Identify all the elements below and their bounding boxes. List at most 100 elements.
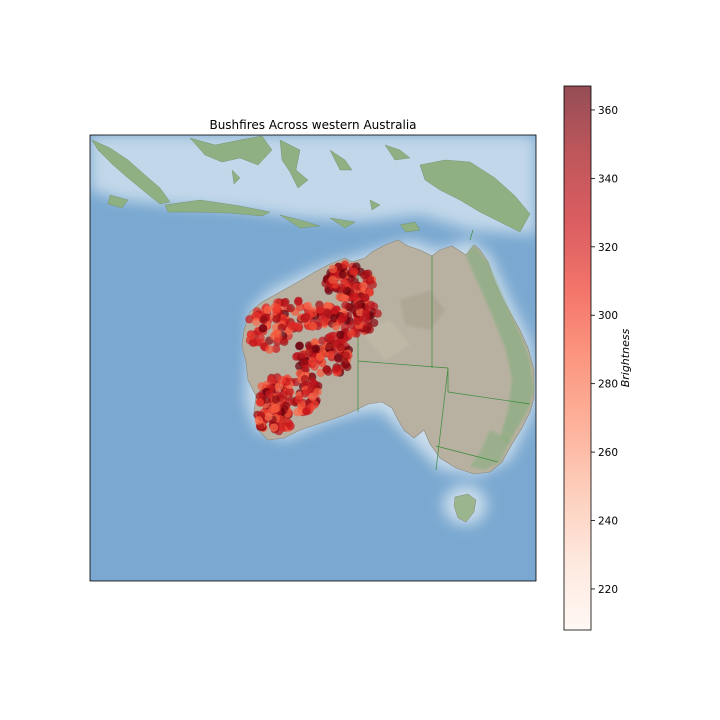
fire-point [368, 280, 377, 289]
fire-point [310, 362, 319, 371]
fire-point [255, 398, 264, 407]
fire-point [279, 390, 288, 399]
fire-point [340, 260, 350, 269]
colorbar-label: Brightness [619, 328, 632, 387]
fire-point [332, 364, 341, 374]
fire-point [334, 353, 343, 362]
fire-point [293, 408, 302, 417]
fire-point [326, 332, 335, 341]
fire-point [349, 267, 359, 276]
fire-point [360, 271, 369, 280]
fire-point [320, 318, 329, 327]
fire-point [336, 343, 345, 352]
fire-point [304, 348, 314, 357]
fire-point [325, 342, 334, 351]
colorbar-tick-label: 240 [598, 516, 618, 528]
tasmania [453, 493, 477, 523]
fire-point [350, 292, 359, 301]
fire-point [336, 330, 345, 340]
fire-point [269, 423, 279, 432]
colorbar-tick-label: 340 [598, 173, 618, 185]
colorbar: 220 240 260 280 300 320 340 360 Brightness [563, 85, 632, 631]
fire-point [311, 344, 321, 353]
fire-point [355, 307, 365, 317]
fire-point [302, 407, 311, 416]
fire-point [298, 350, 307, 359]
map-area [90, 135, 536, 581]
fire-point [361, 293, 370, 302]
fire-point [273, 329, 282, 338]
fire-point [309, 379, 318, 388]
fire-point [310, 338, 319, 347]
fire-point [338, 270, 347, 279]
fire-point [352, 316, 362, 326]
fire-point [326, 350, 335, 360]
colorbar-frame [563, 85, 592, 631]
fire-points [245, 260, 382, 436]
colorbar-tick-label: 320 [598, 242, 618, 254]
fire-point [295, 341, 304, 351]
fire-point [258, 324, 268, 333]
fire-point [252, 317, 261, 327]
fire-point [266, 375, 276, 385]
fire-point [337, 336, 346, 346]
fire-point [353, 301, 362, 310]
fire-point [272, 315, 281, 324]
fire-point [259, 315, 268, 324]
fire-point [353, 282, 362, 291]
fire-point [254, 416, 263, 425]
fire-point [322, 365, 332, 374]
fire-point [284, 418, 293, 428]
fire-point [341, 351, 351, 360]
fire-point [331, 322, 341, 331]
fire-point [271, 344, 281, 353]
fire-point [307, 385, 316, 395]
fire-point [346, 303, 355, 312]
fire-point [256, 333, 265, 343]
fire-point [373, 309, 382, 318]
fire-point [265, 389, 274, 399]
chart-title: Bushfires Across western Australia [209, 118, 416, 132]
fire-point [277, 375, 286, 385]
fire-point [246, 331, 256, 340]
colorbar-ticks: 220 240 260 280 300 320 340 360 [591, 105, 618, 596]
fire-point [273, 303, 282, 313]
colorbar-tick-label: 360 [598, 105, 618, 117]
fire-point [263, 305, 272, 315]
fire-point [267, 405, 277, 414]
fire-point [328, 275, 337, 284]
fire-point [347, 329, 356, 338]
fire-point [308, 321, 318, 331]
fire-point [245, 315, 254, 324]
fire-point [286, 304, 295, 313]
relief-shading [360, 245, 534, 470]
map-frame [89, 134, 537, 582]
fire-point [280, 337, 289, 346]
fire-point [323, 309, 333, 318]
fire-point [300, 375, 310, 384]
fire-point [315, 352, 324, 362]
fire-point [313, 387, 322, 397]
colorbar-tick-label: 260 [598, 447, 618, 459]
fire-point [362, 325, 372, 334]
fire-point [271, 395, 280, 404]
state-borders [357, 229, 531, 471]
fire-point [323, 301, 332, 311]
fire-point [264, 412, 273, 421]
fire-point [274, 382, 284, 391]
colorbar-gradient [564, 86, 591, 630]
fire-point [335, 292, 344, 302]
fire-point [300, 389, 310, 398]
northern-islands [91, 135, 531, 233]
fire-point [370, 318, 379, 328]
fire-point [340, 358, 349, 367]
fire-point [302, 312, 311, 321]
fire-point [337, 283, 346, 292]
colorbar-tick-label: 280 [598, 379, 618, 391]
fire-point [361, 309, 371, 318]
fire-point [265, 345, 274, 354]
colorbar-tick-label: 220 [598, 584, 618, 596]
fire-point [328, 264, 338, 274]
fire-point [308, 309, 318, 318]
